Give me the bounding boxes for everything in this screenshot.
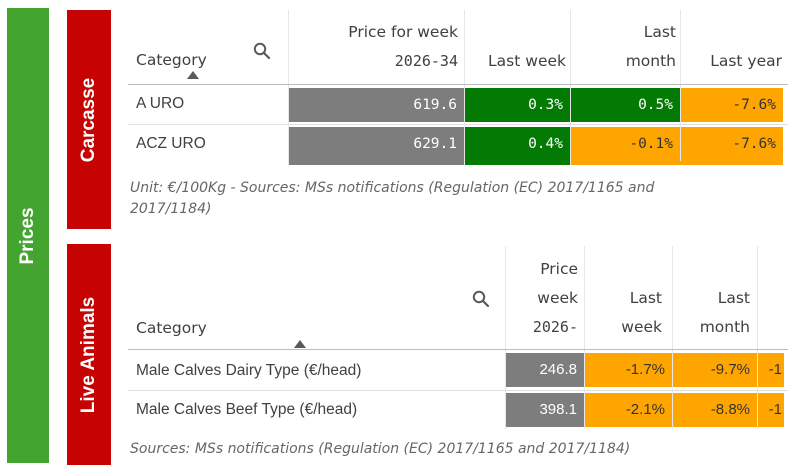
prices-label: Prices	[17, 206, 38, 265]
carcasse-source-note: Unit: €/100Kg - Sources: MSs notificatio…	[130, 180, 655, 217]
sort-ascending-icon[interactable]	[187, 71, 199, 79]
column-header-price[interactable]: Price week 2026-	[532, 260, 578, 336]
last-week-cell: 0.3%	[465, 88, 570, 122]
scroll-overflow-row	[289, 161, 464, 165]
scroll-overflow-row	[465, 161, 570, 165]
row-category: Male Calves Dairy Type (€/head)	[136, 362, 362, 379]
header-divider	[128, 84, 788, 85]
last-week-cell: 0.4%	[465, 127, 570, 161]
sort-ascending-icon[interactable]	[294, 340, 306, 348]
search-icon[interactable]	[472, 290, 490, 308]
column-header-last-month[interactable]: Last month	[625, 23, 676, 70]
carcasse-label: Carcasse	[78, 77, 99, 162]
column-header-last-year[interactable]: Last year	[710, 52, 782, 70]
column-header-category[interactable]: Category	[136, 51, 207, 69]
prices-section-tab: Prices	[7, 8, 49, 463]
last-month-cell: 0.5%	[571, 88, 680, 122]
last-month-cell: -8.8%	[673, 393, 757, 427]
column-divider	[570, 10, 571, 165]
column-divider	[464, 10, 465, 165]
last-week-cell: -1.7%	[585, 353, 672, 387]
row-divider	[128, 390, 788, 391]
scroll-overflow-row	[571, 161, 783, 165]
live-animals-source-note: Sources: MSs notifications (Regulation (…	[130, 441, 631, 457]
column-divider	[288, 10, 289, 165]
row-category: A URO	[136, 95, 185, 112]
last-year-cell: -1	[758, 353, 784, 387]
live-animals-label: Live Animals	[78, 296, 99, 413]
row-category: Male Calves Beef Type (€/head)	[136, 401, 358, 418]
last-year-cell: -7.6%	[681, 127, 783, 161]
column-header-last-month[interactable]: Last month	[699, 289, 750, 336]
column-divider	[672, 246, 673, 429]
column-header-category[interactable]: Category	[136, 319, 207, 337]
price-cell: 246.8	[506, 353, 584, 387]
last-month-cell: -9.7%	[673, 353, 757, 387]
column-divider	[680, 10, 681, 165]
column-header-price[interactable]: Price for week 2026-34	[348, 23, 458, 70]
column-divider	[757, 246, 758, 429]
live-animals-section-tab: Live Animals	[67, 244, 111, 465]
column-header-last-week[interactable]: Last week	[488, 52, 566, 70]
price-cell: 398.1	[506, 393, 584, 427]
carcasse-section-tab: Carcasse	[67, 10, 111, 229]
column-header-last-week[interactable]: Last week	[621, 289, 662, 336]
last-year-cell: -1	[758, 393, 784, 427]
row-category: ACZ URO	[136, 135, 206, 152]
price-cell: 629.1	[289, 127, 464, 161]
row-divider	[128, 124, 788, 125]
column-divider	[584, 246, 585, 429]
header-divider	[128, 349, 788, 350]
search-icon[interactable]	[253, 42, 271, 60]
price-cell: 619.6	[289, 88, 464, 122]
last-month-cell: -0.1%	[571, 127, 680, 161]
column-divider	[505, 246, 506, 429]
last-week-cell: -2.1%	[585, 393, 672, 427]
last-year-cell: -7.6%	[681, 88, 783, 122]
